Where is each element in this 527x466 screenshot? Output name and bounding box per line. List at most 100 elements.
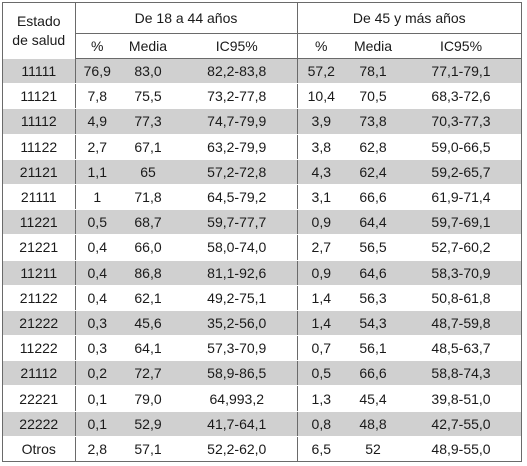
cell-ic-18-44: 82,2-83,8 — [177, 58, 298, 85]
col-header-media-2: Media — [345, 33, 402, 59]
cell-pct-45-plus: 0,9 — [297, 209, 346, 236]
health-status-table: Estado de salud De 18 a 44 años De 45 y … — [3, 3, 522, 461]
cell-pct-45-plus: 6,5 — [311, 440, 331, 457]
cell-pct-45-plus: 1,3 — [297, 385, 346, 412]
cell-media-45-plus: 66,6 — [345, 360, 402, 387]
cell-ic-18-44: 63,2-79,9 — [177, 134, 298, 160]
cell-media-18-44: 86,8 — [119, 260, 177, 286]
table-row: 11121 7,8 75,5 73,2-77,8 10,4 70,5 68,3-72,6 — [3, 83, 522, 110]
table-row: 21112 0,2 72,7 58,9-86,5 0,5 66,6 58,8-74,3 — [3, 360, 522, 387]
cell-media-45-plus: 73,8 — [345, 108, 402, 135]
cell-pct-45-plus: 1,4 — [297, 310, 346, 337]
cell-pct-45-plus: 0,5 — [297, 360, 346, 387]
cell-media-18-44: 45,6 — [119, 310, 177, 337]
cell-estado: 21222 — [3, 310, 76, 337]
cell-ic-45-plus: 59,0-66,5 — [401, 134, 522, 160]
cell-pct-45-plus: 2,7 — [297, 234, 346, 261]
cell-estado: 21221 — [3, 234, 76, 261]
cell-pct-45-plus: 3,8 — [297, 134, 346, 160]
cell-pct-18-44: 0,4 — [75, 260, 119, 286]
cell-ic-18-44: 41,7-64,1 — [177, 411, 298, 437]
health-status-table-frame: Estado de salud De 18 a 44 años De 45 y … — [2, 2, 522, 462]
cell-pct-45-plus: 0,8 — [297, 411, 346, 437]
cell-pct-45-plus: 0,7 — [297, 335, 346, 362]
cell-ic-18-44: 58,0-74,0 — [177, 234, 298, 261]
cell-media-18-44: 71,8 — [119, 184, 177, 211]
cell-ic-18-44: 64,993,2 — [177, 385, 298, 412]
cell-pct-18-44: 0,1 — [75, 411, 119, 437]
cell-ic-18-44: 59,7-77,7 — [177, 209, 298, 236]
cell-ic-18-44: 52,2-62,0 — [177, 436, 298, 461]
cell-estado: 11112 — [3, 108, 76, 135]
col-header-media-1: Media — [119, 33, 177, 59]
cell-media-45-plus: 48,8 — [345, 411, 402, 437]
cell-pct-18-44: 0,2 — [75, 360, 119, 387]
cell-media-45-plus: 45,4 — [345, 385, 402, 412]
cell-pct-18-44: 2,7 — [75, 134, 119, 160]
cell-pct-18-44: 0,4 — [75, 285, 119, 311]
table-row: 11221 0,5 68,7 59,7-77,7 0,9 64,4 59,7-69,1 — [3, 209, 522, 236]
cell-ic-18-44: 57,2-72,8 — [177, 159, 298, 185]
cell-pct-45-plus: 10,4 — [297, 83, 346, 110]
cell-ic-18-44: 57,3-70,9 — [177, 335, 298, 362]
cell-estado: 21111 — [3, 184, 76, 211]
cell-ic-18-44: 81,1-92,6 — [177, 260, 298, 286]
cell-ic-45-plus: 59,7-69,1 — [401, 209, 522, 236]
cell-ic-18-44: 74,7-79,9 — [177, 108, 298, 135]
table-row: 21121 1,1 65 57,2-72,8 4,3 62,4 59,2-65,7 — [3, 159, 522, 185]
cell-pct-45-plus: 57,2 — [297, 58, 346, 85]
table-row: 21111 1 71,8 64,5-79,2 3,1 66,6 61,9-71,4 — [3, 184, 522, 211]
cell-ic-45-plus: 59,2-65,7 — [401, 159, 522, 185]
cell-media-18-44: 72,7 — [119, 360, 177, 387]
cell-media-45-plus: 78,1 — [345, 58, 402, 85]
cell-pct-45-plus: 1,4 — [297, 285, 346, 311]
cell-media-18-44: 67,1 — [119, 134, 177, 160]
estado-header-line2: de salud — [12, 31, 66, 48]
cell-pct-18-44: 0,5 — [75, 209, 119, 236]
cell-ic-45-plus: 58,3-70,9 — [401, 260, 522, 286]
table-row: 21122 0,4 62,1 49,2-75,1 1,4 56,3 50,8-61,8 — [3, 285, 522, 311]
cell-media-18-44: 75,5 — [119, 83, 177, 110]
cell-media-18-44: 57,1 — [134, 440, 162, 457]
cell-ic-45-plus: 48,7-59,8 — [401, 310, 522, 337]
cell-pct-18-44: 4,9 — [75, 108, 119, 135]
cell-estado: 11111 — [3, 58, 76, 85]
cell-ic-45-plus: 61,9-71,4 — [401, 184, 522, 211]
cell-ic-18-44: 35,2-56,0 — [177, 310, 298, 337]
cell-pct-45-plus: 0,9 — [297, 260, 346, 286]
cell-media-45-plus: 64,4 — [345, 209, 402, 236]
cell-media-18-44: 52,9 — [119, 411, 177, 437]
cell-ic-45-plus: 68,3-72,6 — [401, 83, 522, 110]
cell-media-45-plus: 54,3 — [345, 310, 402, 337]
cell-media-45-plus: 62,8 — [345, 134, 402, 160]
cell-estado: 11221 — [3, 209, 76, 236]
table-row: 11222 0,3 64,1 57,3-70,9 0,7 56,1 48,5-63,7 — [3, 335, 522, 362]
cell-pct-18-44: 0,4 — [75, 234, 119, 261]
cell-estado: 11211 — [3, 260, 76, 286]
cell-ic-45-plus: 58,8-74,3 — [401, 360, 522, 387]
cell-ic-45-plus: 39,8-51,0 — [401, 385, 522, 412]
group-header-45-plus: De 45 y más años — [297, 3, 522, 34]
cell-media-45-plus: 56,1 — [345, 335, 402, 362]
cell-ic-45-plus: 77,1-79,1 — [401, 58, 522, 85]
cell-estado: 22222 — [3, 411, 76, 437]
cell-pct-18-44: 7,8 — [75, 83, 119, 110]
cell-media-45-plus: 70,5 — [345, 83, 402, 110]
cell-pct-18-44: 76,9 — [75, 58, 119, 85]
table-body: 11111 76,9 83,0 82,2-83,8 57,2 78,1 77,1-79,1 1… — [3, 58, 522, 461]
table-row: 21221 0,4 66,0 58,0-74,0 2,7 56,5 52,7-60,2 — [3, 234, 522, 261]
cell-media-18-44: 64,1 — [119, 335, 177, 362]
cell-ic-18-44: 49,2-75,1 — [177, 285, 298, 311]
cell-media-18-44: 79,0 — [119, 385, 177, 412]
cell-ic-18-44: 73,2-77,8 — [177, 83, 298, 110]
cell-pct-18-44: 0,3 — [75, 335, 119, 362]
cell-ic-45-plus: 48,9-55,0 — [431, 440, 491, 457]
cell-pct-45-plus: 3,9 — [297, 108, 346, 135]
cell-ic-18-44: 58,9-86,5 — [177, 360, 298, 387]
cell-media-45-plus: 64,6 — [345, 260, 402, 286]
cell-pct-45-plus: 4,3 — [297, 159, 346, 185]
col-header-pct-1: % — [75, 33, 119, 59]
cell-estado: 11121 — [3, 83, 76, 110]
cell-estado: 21122 — [3, 285, 76, 311]
cell-estado: 11222 — [3, 335, 76, 362]
